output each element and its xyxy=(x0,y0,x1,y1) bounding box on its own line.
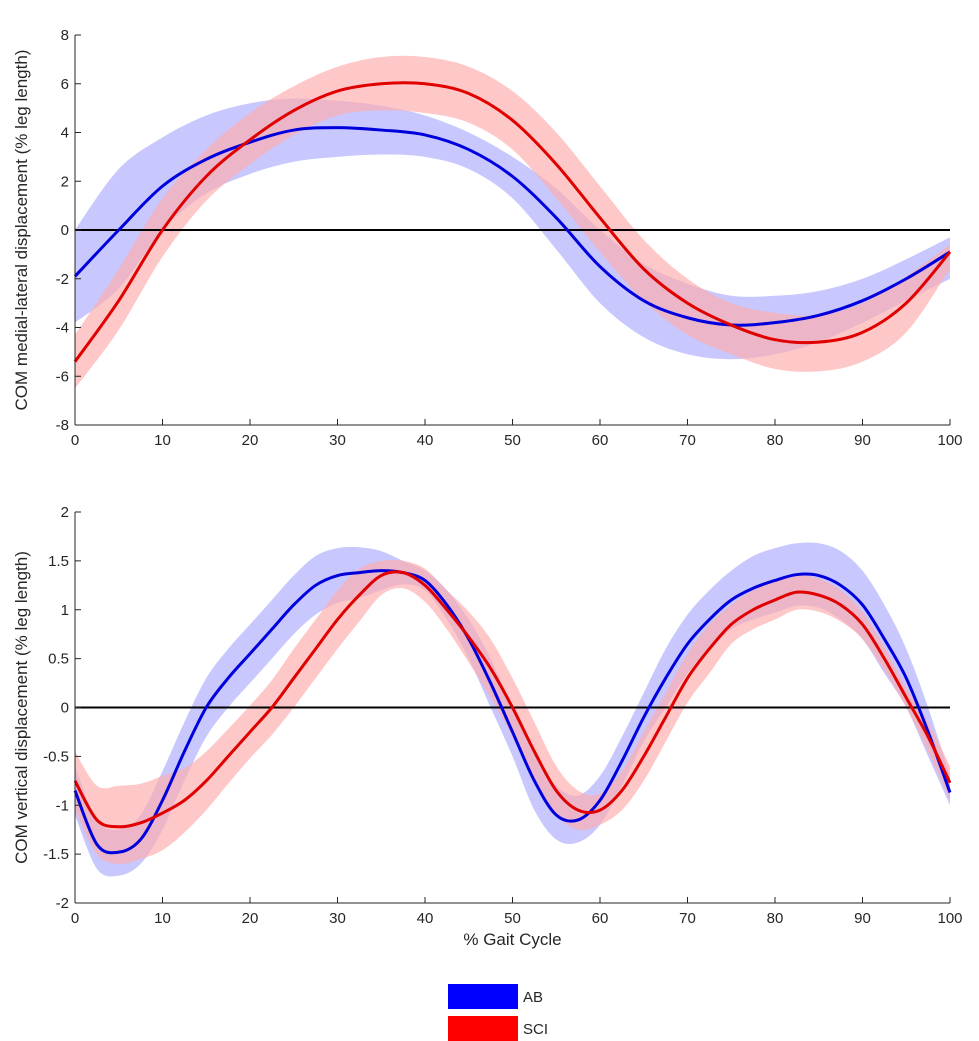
x-tick-label: 80 xyxy=(767,432,784,449)
x-tick-label: 90 xyxy=(854,432,871,449)
x-tick-label: 20 xyxy=(242,910,259,927)
x-tick-label: 70 xyxy=(679,910,696,927)
x-tick-label: 40 xyxy=(417,432,434,449)
x-tick-label: 90 xyxy=(854,910,871,927)
x-tick-label: 50 xyxy=(504,910,521,927)
x-tick-label: 0 xyxy=(71,432,79,449)
x-tick-label: 30 xyxy=(329,910,346,927)
y-tick-label: -4 xyxy=(56,320,69,337)
x-tick-label: 100 xyxy=(937,432,962,449)
y-tick-label: 6 xyxy=(61,76,69,93)
x-tick-label: 70 xyxy=(679,432,696,449)
band-sci xyxy=(75,55,950,389)
x-tick-label: 100 xyxy=(937,910,962,927)
mean-line-ab xyxy=(73,126,951,327)
legend-swatch-sci xyxy=(448,1016,518,1041)
y-tick-label: -1.5 xyxy=(43,846,69,863)
mean-line-sci xyxy=(73,570,952,829)
x-tick-label: 20 xyxy=(242,432,259,449)
y-tick-label: -8 xyxy=(56,417,69,434)
y-tick-label: 1 xyxy=(61,602,69,619)
x-tick-label: 10 xyxy=(154,910,171,927)
y-tick-label: 0 xyxy=(61,700,69,717)
x-tick-label: 60 xyxy=(592,432,609,449)
legend-swatch-ab xyxy=(448,984,518,1009)
y-tick-label: 1.5 xyxy=(48,553,69,570)
band-sci xyxy=(75,559,950,865)
x-tick-label: 40 xyxy=(417,910,434,927)
legend: AB SCI xyxy=(448,984,548,1041)
x-tick-label: 50 xyxy=(504,432,521,449)
y-tick-label: -1 xyxy=(56,797,69,814)
plot-medial-lateral: 0 10 20 30 40 50 60 70 80 90 100 -8 -6 -4 -2 0 2 4 6 8 COM m… xyxy=(12,27,963,449)
y-axis-label: COM vertical displacement (% leg length) xyxy=(12,551,31,864)
y-axis-label: COM medial-lateral displacement (% leg l… xyxy=(12,50,31,411)
x-axis-label: % Gait Cycle xyxy=(463,930,561,949)
x-tick-label: 30 xyxy=(329,432,346,449)
y-tick-label: -2 xyxy=(56,271,69,288)
plot-vertical: 0 10 20 30 40 50 60 70 80 90 100 -2 -1.5 -1 -0.5 0 0.5 1 1… xyxy=(12,504,963,949)
legend-label-sci: SCI xyxy=(523,1021,548,1038)
y-tick-label: 2 xyxy=(61,173,69,190)
y-tick-label: 2 xyxy=(61,504,69,521)
y-tick-label: 0.5 xyxy=(48,651,69,668)
x-tick-label: 0 xyxy=(71,910,79,927)
mean-line-sci xyxy=(73,81,952,363)
mean-line-ab xyxy=(73,569,952,855)
y-tick-label: 0 xyxy=(61,222,69,239)
x-tick-label: 80 xyxy=(767,910,784,927)
legend-label-ab: AB xyxy=(523,989,543,1006)
y-tick-label: -0.5 xyxy=(43,748,69,765)
x-tick-label: 10 xyxy=(154,432,171,449)
y-tick-label: -6 xyxy=(56,368,69,385)
y-tick-label: -2 xyxy=(56,895,69,912)
x-tick-label: 60 xyxy=(592,910,609,927)
y-tick-label: 4 xyxy=(61,125,69,142)
y-tick-label: 8 xyxy=(61,27,69,44)
